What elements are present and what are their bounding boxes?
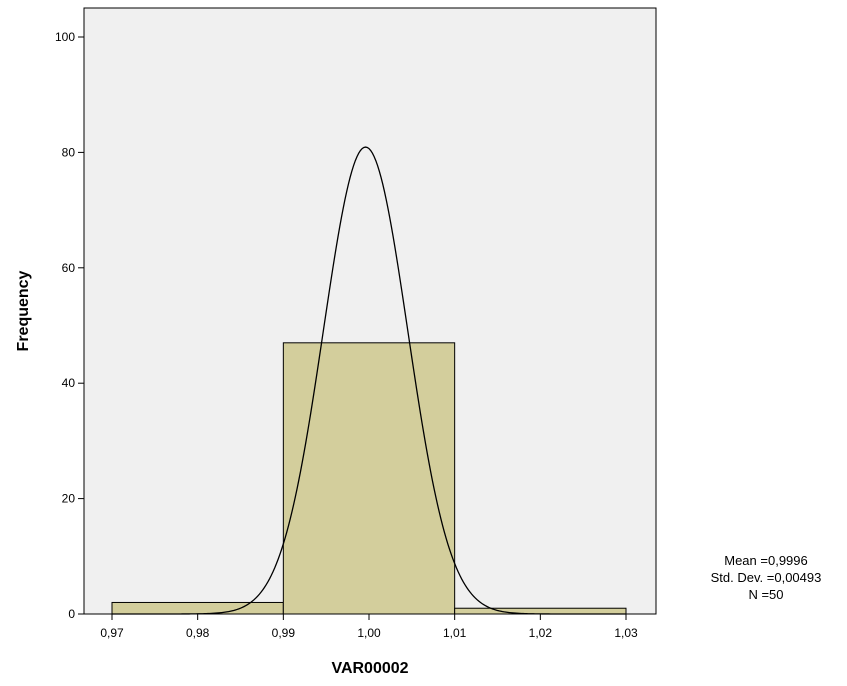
x-axis: 0,97 0,98 0,99 1,00 1,01 1,02 1,03: [100, 614, 638, 640]
y-axis-title: Frequency: [15, 270, 32, 351]
y-tick-label: 0: [68, 607, 75, 621]
stats-box: Mean =0,9996 Std. Dev. =0,00493 N =50: [711, 553, 822, 602]
y-tick-label: 100: [55, 30, 75, 44]
normal-curve: [112, 146, 626, 615]
stats-std-dev: Std. Dev. =0,00493: [711, 570, 822, 585]
y-tick-label: 40: [62, 376, 76, 390]
histogram-bar: [282, 342, 456, 615]
stats-mean: Mean =0,9996: [724, 553, 807, 568]
x-tick-label: 0,99: [272, 626, 296, 640]
x-tick-label: 1,00: [357, 626, 381, 640]
x-tick-label: 1,01: [443, 626, 467, 640]
y-tick-label: 60: [62, 261, 76, 275]
histogram-bar: [111, 601, 284, 615]
x-tick-label: 1,03: [614, 626, 638, 640]
y-tick-label: 80: [62, 145, 76, 159]
x-tick-label: 0,97: [100, 626, 124, 640]
y-axis: 0 20 40 60 80 100: [55, 30, 84, 621]
x-tick-label: 1,02: [529, 626, 553, 640]
stats-n: N =50: [748, 587, 783, 602]
histogram-bar: [454, 607, 627, 615]
x-tick-label: 0,98: [186, 626, 210, 640]
histogram-bars: [111, 342, 627, 615]
y-tick-label: 20: [62, 492, 76, 506]
x-axis-title: VAR00002: [331, 660, 408, 677]
